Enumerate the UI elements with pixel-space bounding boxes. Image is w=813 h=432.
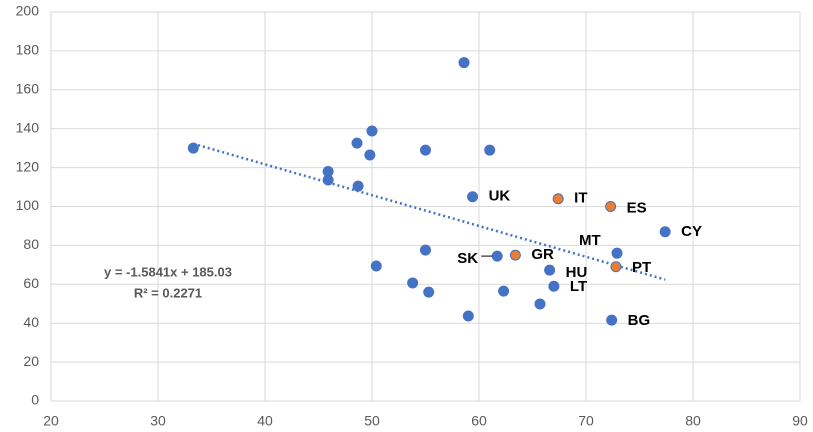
point-label: IT bbox=[574, 190, 587, 207]
y-tick-label: 140 bbox=[16, 119, 40, 135]
y-tick-label: 100 bbox=[16, 197, 40, 213]
data-point bbox=[548, 280, 560, 292]
point-label: MT bbox=[579, 232, 601, 249]
data-point bbox=[610, 261, 622, 273]
data-point bbox=[611, 247, 623, 259]
data-point bbox=[534, 298, 546, 310]
y-tick-label: 200 bbox=[16, 3, 40, 19]
trendline bbox=[192, 142, 666, 281]
r-squared: R² = 0.2271 bbox=[134, 285, 202, 300]
trendline-equation: y = -1.5841x + 185.03 bbox=[104, 264, 232, 279]
data-point bbox=[659, 226, 671, 238]
data-point bbox=[187, 142, 199, 154]
y-tick-label: 160 bbox=[16, 81, 40, 97]
x-tick-label: 80 bbox=[685, 413, 701, 429]
data-point bbox=[467, 191, 479, 203]
data-point bbox=[484, 144, 496, 156]
point-label: UK bbox=[489, 188, 511, 205]
data-point bbox=[364, 149, 376, 161]
y-tick-label: 40 bbox=[23, 314, 39, 330]
data-point bbox=[552, 193, 564, 205]
point-label: CY bbox=[681, 223, 702, 240]
data-point bbox=[509, 249, 521, 261]
y-tick-label: 20 bbox=[23, 353, 39, 369]
data-point bbox=[605, 201, 617, 212]
point-label: GR bbox=[531, 246, 554, 263]
data-point bbox=[407, 277, 419, 289]
data-point bbox=[322, 174, 334, 186]
data-point bbox=[370, 260, 382, 272]
point-label: PT bbox=[632, 259, 651, 276]
data-point bbox=[366, 125, 378, 137]
data-point bbox=[351, 137, 363, 149]
point-label: SK bbox=[457, 250, 478, 267]
x-tick-label: 20 bbox=[43, 413, 59, 429]
y-tick-label: 120 bbox=[16, 158, 40, 174]
point-label: LT bbox=[570, 278, 587, 295]
point-label: BG bbox=[628, 312, 651, 329]
data-point bbox=[462, 310, 474, 322]
data-point bbox=[458, 57, 470, 69]
y-tick-label: 80 bbox=[23, 236, 39, 252]
data-point bbox=[352, 180, 364, 192]
x-tick-label: 60 bbox=[471, 413, 487, 429]
data-point bbox=[423, 286, 435, 298]
x-tick-label: 90 bbox=[792, 413, 808, 429]
x-tick-label: 50 bbox=[364, 413, 380, 429]
x-tick-label: 40 bbox=[257, 413, 273, 429]
y-tick-label: 0 bbox=[31, 392, 39, 408]
point-label: ES bbox=[627, 199, 647, 216]
x-tick-label: 30 bbox=[150, 413, 166, 429]
y-tick-label: 180 bbox=[16, 42, 40, 58]
data-point bbox=[606, 314, 618, 326]
data-point bbox=[498, 285, 510, 297]
data-point bbox=[420, 244, 431, 256]
data-point bbox=[420, 144, 431, 156]
data-point bbox=[544, 264, 556, 276]
x-tick-label: 70 bbox=[578, 413, 594, 429]
point-label: HU bbox=[566, 264, 588, 281]
y-tick-label: 60 bbox=[23, 275, 39, 291]
data-point bbox=[491, 250, 503, 262]
